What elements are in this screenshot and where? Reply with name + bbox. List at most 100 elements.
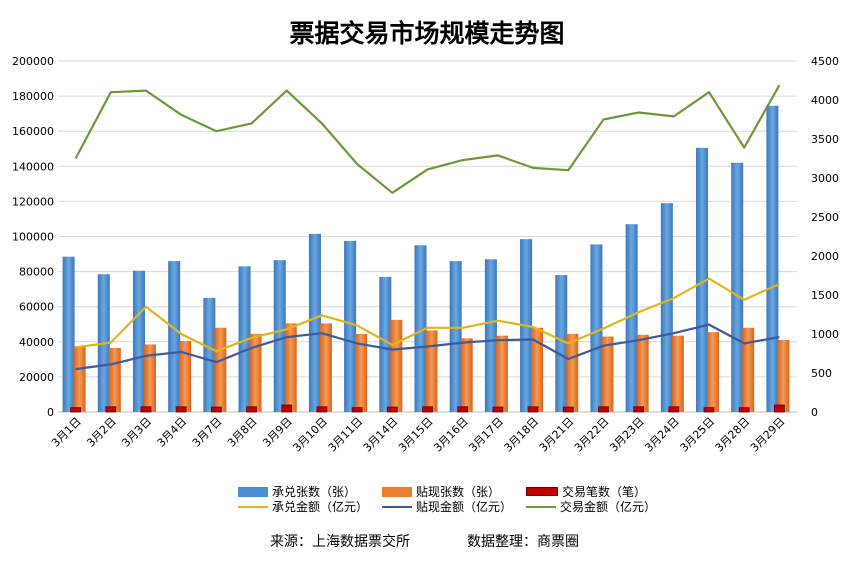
legend-swatch-discount-count	[382, 486, 412, 497]
bar-discount-count	[671, 335, 684, 412]
y-left-tick-label: 200000	[12, 55, 54, 68]
bar-accept-count	[168, 261, 181, 412]
y-left-tick-label: 100000	[12, 231, 54, 244]
y-left-tick-label: 40000	[19, 336, 54, 349]
bar-trade-count	[246, 406, 257, 413]
x-tick-label: 3月21日	[537, 415, 577, 455]
bar-accept-count	[132, 270, 145, 412]
y-right-tick-label: 4000	[811, 94, 839, 107]
bar-accept-count	[238, 266, 251, 412]
y-left-tick-label: 0	[47, 406, 54, 419]
bar-discount-count	[319, 323, 332, 412]
bar-trade-count	[633, 406, 645, 413]
y-right-tick-label: 0	[811, 406, 818, 419]
bar-trade-count	[140, 406, 152, 413]
bar-discount-count	[355, 333, 368, 412]
bar-discount-count	[777, 340, 790, 412]
bar-trade-count	[527, 406, 539, 413]
bar-accept-count	[696, 147, 709, 412]
bar-discount-count	[214, 327, 227, 412]
legend-label-discount-count: 贴现张数（张）	[416, 485, 501, 499]
line-accept-amount	[75, 277, 780, 353]
legend-label-trade-count: 交易笔数（笔）	[562, 485, 647, 499]
legend-item-accept-amount: 承兑金额（亿元）	[238, 498, 368, 515]
legend-item-accept-count: 承兑张数（张）	[238, 483, 356, 500]
bar-discount-count	[601, 336, 614, 412]
x-tick-label: 3月1日	[49, 415, 84, 450]
x-tick-label: 3月28日	[713, 415, 753, 455]
legend-item-discount-amount: 贴现金额（亿元）	[382, 498, 512, 515]
bar-trade-count	[774, 404, 785, 413]
y-left-tick-label: 120000	[12, 195, 54, 208]
bar-trade-count	[492, 406, 504, 413]
legend-swatch-trade-count	[526, 487, 558, 496]
bar-trade-count	[175, 406, 187, 413]
bar-accept-count	[379, 276, 392, 412]
x-tick-label: 3月17日	[466, 415, 506, 455]
legend-label-trade-amount: 交易金额（亿元）	[560, 500, 657, 514]
y-left-tick-label: 60000	[19, 301, 54, 314]
legend-swatch-accept-count	[238, 486, 268, 497]
bar-accept-count	[555, 275, 568, 412]
x-tick-label: 3月2日	[84, 415, 119, 450]
bar-discount-count	[73, 346, 86, 412]
bar-trade-count	[562, 406, 574, 413]
x-tick-label: 3月23日	[607, 415, 647, 455]
legend-label-accept-count: 承兑张数（张）	[272, 485, 357, 499]
bar-accept-count	[625, 224, 638, 412]
bar-trade-count	[386, 406, 398, 413]
y-left-tick-label: 180000	[12, 90, 54, 103]
compiler-note: 数据整理：商票圈	[467, 534, 579, 550]
legend-swatch-discount-amount	[382, 505, 412, 508]
source-note: 来源：上海数据票交所	[270, 534, 410, 550]
bar-discount-count	[566, 333, 579, 412]
y-right-tick-label: 2500	[811, 211, 839, 224]
bar-trade-count	[351, 407, 363, 413]
x-tick-label: 3月11日	[326, 415, 366, 455]
bar-accept-count	[308, 233, 321, 412]
line-discount-amount	[75, 323, 780, 371]
x-tick-label: 3月14日	[361, 415, 401, 455]
y-right-tick-label: 1500	[811, 289, 839, 302]
y-right-tick-label: 500	[811, 367, 832, 380]
y-left-tick-label: 20000	[19, 371, 54, 384]
bar-trade-count	[703, 407, 715, 413]
legend-label-accept-amount: 承兑金额（亿元）	[272, 500, 369, 514]
bar-accept-count	[414, 245, 427, 412]
x-tick-label: 3月3日	[119, 415, 154, 450]
x-tick-label: 3月29日	[748, 415, 788, 455]
bar-trade-count	[70, 407, 81, 413]
x-tick-label: 3月22日	[572, 415, 612, 455]
x-tick-label: 3月4日	[155, 415, 190, 450]
x-tick-label: 3月18日	[502, 415, 542, 455]
x-tick-label: 3月25日	[678, 415, 718, 455]
bar-discount-count	[425, 330, 438, 412]
legend-swatch-trade-amount	[526, 505, 556, 508]
y-left-tick-label: 80000	[19, 266, 54, 279]
bar-trade-count	[422, 406, 433, 413]
x-tick-label: 3月10日	[290, 415, 330, 455]
bar-discount-count	[495, 335, 508, 412]
bar-accept-count	[484, 259, 497, 412]
legend-item-trade-count: 交易笔数（笔）	[526, 483, 646, 500]
x-tick-label: 3月8日	[225, 415, 260, 450]
line-trade-amount	[74, 84, 781, 194]
x-tick-label: 3月7日	[190, 415, 225, 450]
bar-trade-count	[316, 406, 328, 413]
bar-accept-count	[590, 244, 603, 412]
bar-trade-count	[598, 406, 609, 413]
bar-discount-count	[179, 340, 192, 412]
bar-discount-count	[108, 347, 121, 412]
y-right-tick-label: 2000	[811, 250, 839, 263]
y-right-tick-label: 1000	[811, 328, 839, 341]
bar-discount-count	[742, 327, 755, 412]
legend-item-discount-count: 贴现张数（张）	[382, 483, 500, 500]
y-right-tick-label: 3500	[811, 133, 839, 146]
legend-swatch-accept-amount	[238, 505, 268, 508]
y-right-tick-label: 4500	[811, 55, 839, 68]
bar-accept-count	[62, 256, 75, 412]
x-tick-label: 3月9日	[260, 415, 295, 450]
x-tick-label: 3月24日	[642, 415, 682, 455]
